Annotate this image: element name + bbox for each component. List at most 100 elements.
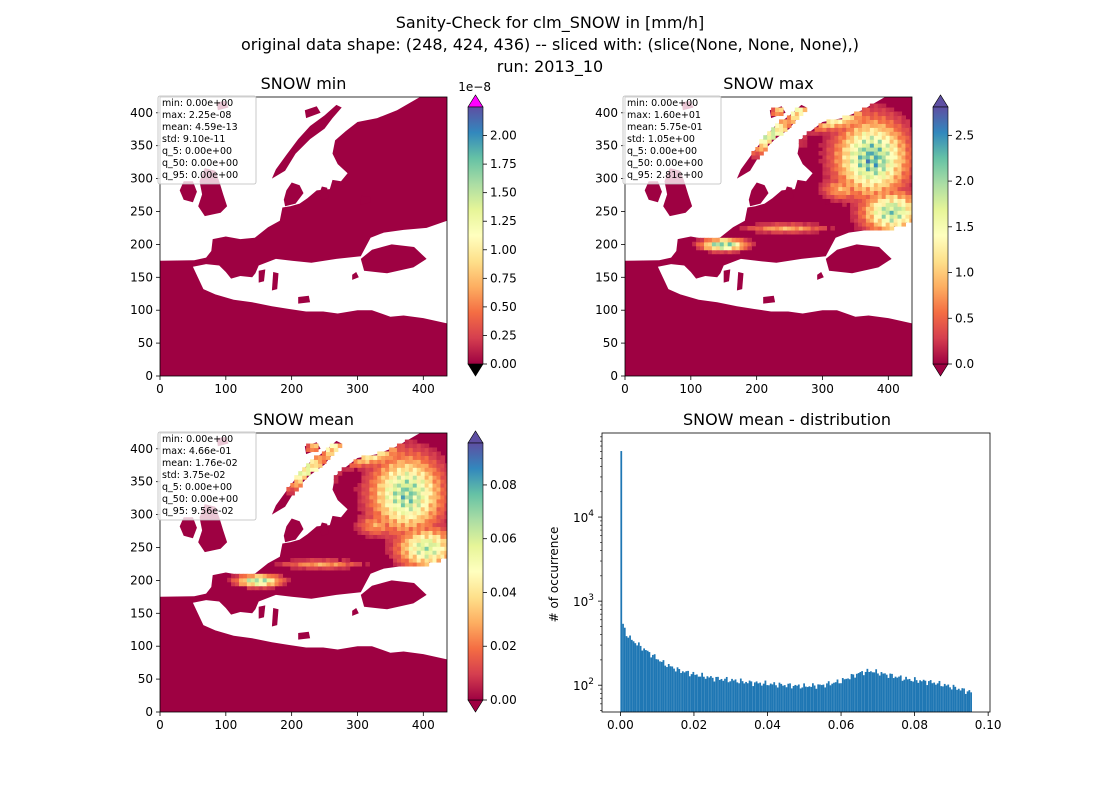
snow-cell — [389, 451, 394, 456]
snow-cell — [889, 123, 895, 128]
snow-cell — [440, 502, 445, 508]
snow-cell — [416, 475, 422, 480]
snow-cell — [400, 498, 406, 504]
snow-cell — [412, 498, 418, 504]
snow-cell — [897, 170, 903, 176]
snow-cell — [393, 447, 398, 453]
map-snow-min-title: SNOW min — [261, 74, 347, 93]
snow-cell — [905, 127, 910, 132]
snow-cell — [751, 154, 756, 160]
snow-cell — [396, 471, 402, 476]
snow-cell — [424, 546, 430, 551]
snow-cell — [400, 455, 406, 460]
snow-cell — [428, 530, 434, 535]
snow-cell — [357, 459, 363, 464]
snow-cell — [885, 194, 891, 199]
snow-cell — [854, 194, 859, 199]
histogram-bar — [662, 660, 665, 712]
snow-cell — [873, 135, 879, 140]
snow-cell — [873, 218, 879, 223]
snow-cell — [842, 119, 847, 124]
snow-cell — [416, 479, 422, 484]
snow-cell — [798, 143, 804, 148]
snow-cell — [747, 237, 752, 243]
snow-cell — [877, 174, 883, 180]
snow-cell — [893, 214, 899, 219]
snow-cell — [385, 530, 390, 535]
snow-cell — [432, 514, 438, 520]
snow-cell — [873, 119, 879, 124]
snow-cell — [377, 534, 382, 539]
snow-cell — [854, 135, 859, 140]
snow-cell — [416, 546, 422, 551]
snow-cell — [369, 483, 374, 488]
histogram-bar — [701, 672, 704, 712]
snow-cell — [302, 471, 307, 476]
snow-cell — [854, 198, 859, 203]
snow-cell — [440, 514, 445, 520]
snow-cell — [266, 585, 272, 591]
snow-cell — [877, 214, 883, 219]
histogram-frame — [601, 432, 991, 713]
stats-line: max: 4.66e-01 — [162, 446, 231, 457]
snow-cell — [881, 119, 887, 124]
snow-cell — [400, 542, 406, 547]
snow-cell — [893, 178, 899, 184]
colorbar-tick-label: 0.25 — [490, 328, 517, 342]
histogram-bar — [623, 627, 626, 712]
snow-cell — [905, 182, 910, 188]
snow-cell — [873, 115, 879, 120]
histogram-bar — [945, 685, 948, 712]
histogram-bar — [817, 684, 820, 712]
snow-cell — [424, 463, 430, 468]
snow-cell — [763, 222, 768, 227]
snow-cell — [432, 530, 438, 535]
snow-cell — [846, 186, 851, 192]
snow-cell — [802, 222, 808, 227]
snow-cell — [357, 514, 363, 520]
x-tick-label: 0 — [621, 382, 629, 396]
snow-cell — [869, 170, 875, 176]
snow-cell — [377, 459, 382, 464]
snow-cell — [306, 463, 311, 468]
snow-cell — [381, 510, 386, 516]
snow-cell — [389, 554, 394, 559]
snow-cell — [715, 245, 721, 251]
snow-cell — [897, 119, 903, 124]
histogram-bar — [734, 679, 737, 712]
snow-cell — [377, 467, 382, 472]
snow-cell — [420, 443, 426, 449]
snow-cell — [834, 166, 839, 172]
snow-cell — [865, 210, 871, 215]
snow-cell — [846, 190, 851, 195]
histogram-bar — [850, 673, 853, 712]
snow-cell — [869, 135, 875, 140]
snow-cell — [408, 561, 414, 567]
snow-cell — [873, 150, 879, 156]
snow-cell — [873, 158, 879, 164]
snow-cell — [357, 526, 363, 531]
snow-cell — [861, 186, 867, 192]
snow-cell — [865, 166, 871, 172]
snow-cell — [408, 558, 414, 563]
snow-cell — [790, 229, 796, 235]
snow-cell — [290, 565, 295, 571]
snow-cell — [858, 178, 863, 184]
snow-cell — [858, 194, 863, 199]
histogram-bar — [908, 678, 911, 712]
histogram-bar — [949, 687, 951, 712]
snow-cell — [858, 147, 863, 152]
snow-cell — [432, 471, 438, 476]
snow-cell — [298, 561, 303, 567]
snow-cell — [885, 127, 891, 132]
histogram-bar — [868, 671, 871, 712]
snow-cell — [286, 490, 291, 496]
snow-cell — [901, 127, 907, 132]
snow-cell — [905, 119, 910, 124]
snow-cell — [408, 486, 414, 492]
snow-cell — [393, 475, 398, 480]
snow-cell — [436, 522, 442, 528]
snow-cell — [369, 522, 374, 528]
snow-cell — [321, 459, 327, 464]
histogram-bar — [724, 678, 726, 712]
